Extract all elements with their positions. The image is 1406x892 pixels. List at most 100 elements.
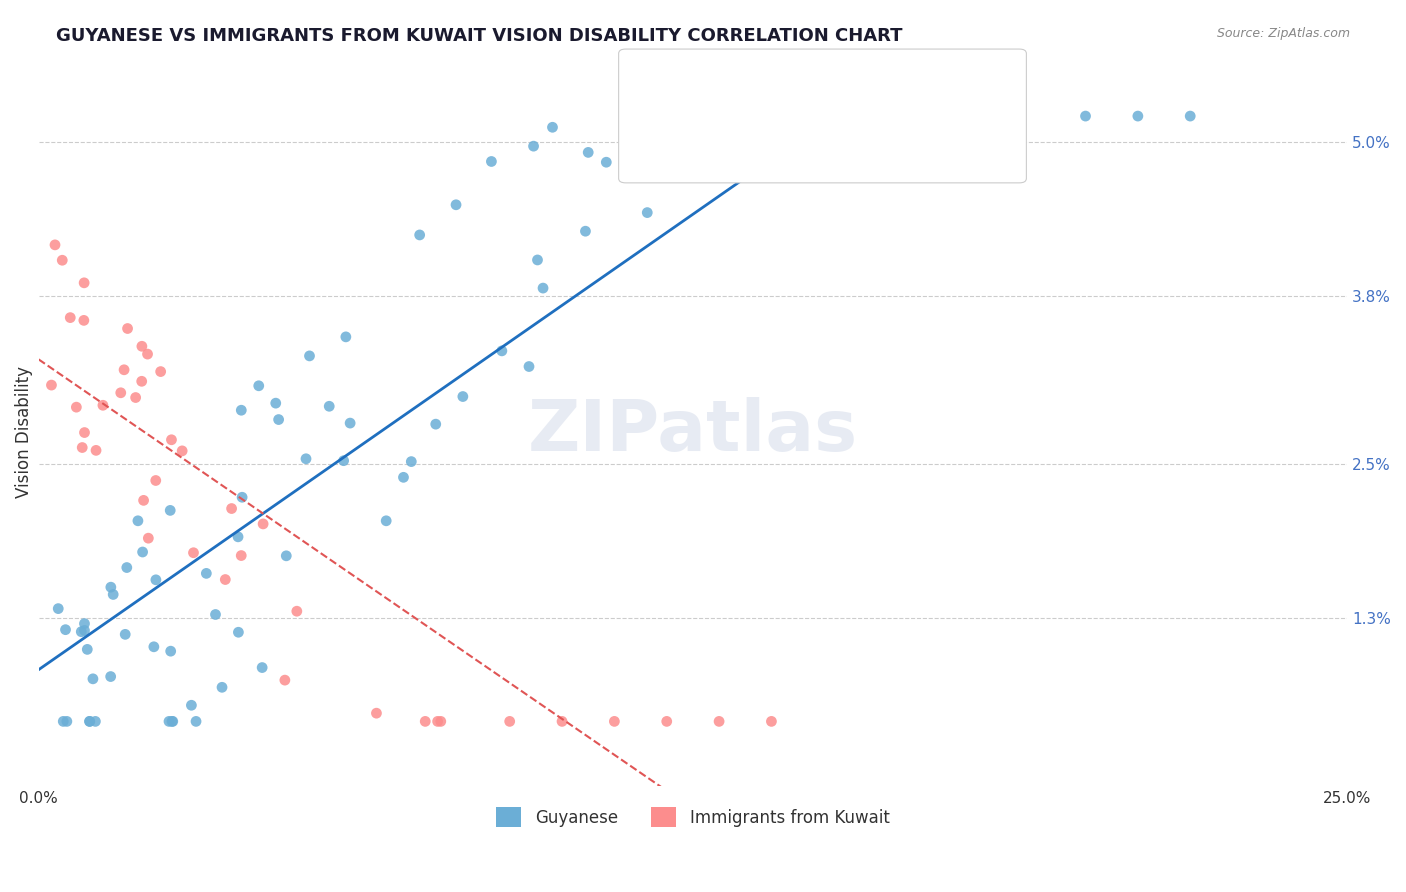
Point (1074, 109, 1097, 123)
Point (228, 625, 250, 640)
Point (51, 253, 73, 268)
Point (41, 378, 63, 392)
Point (162, 714, 184, 729)
Point (46, 601, 69, 615)
Point (73, 425, 96, 440)
Text: GUYANESE VS IMMIGRANTS FROM KUWAIT VISION DISABILITY CORRELATION CHART: GUYANESE VS IMMIGRANTS FROM KUWAIT VISIO… (56, 27, 903, 45)
Point (91, 398, 114, 412)
Point (100, 669, 122, 683)
Point (413, 714, 436, 729)
Point (52, 714, 75, 729)
Y-axis label: Vision Disability: Vision Disability (15, 366, 32, 498)
Point (184, 714, 207, 729)
Point (110, 385, 132, 400)
Point (84, 714, 107, 729)
Point (318, 399, 340, 413)
Point (576, 145, 599, 160)
Point (138, 531, 160, 545)
Point (603, 714, 626, 729)
Point (145, 474, 167, 488)
Point (865, 109, 887, 123)
Point (100, 580, 122, 594)
Point (401, 454, 423, 468)
Point (103, 587, 125, 601)
Point (662, 143, 685, 157)
Point (76, 642, 98, 657)
Point (786, 109, 808, 123)
Point (339, 416, 361, 430)
Point (214, 573, 236, 587)
Point (180, 698, 202, 713)
Point (430, 714, 453, 729)
Point (70, 441, 93, 455)
Text: Source: ZipAtlas.com: Source: ZipAtlas.com (1216, 27, 1350, 40)
Point (541, 120, 564, 135)
Point (79, 714, 101, 729)
Point (276, 549, 298, 563)
Point (82, 672, 104, 686)
Point (444, 198, 467, 212)
Point (522, 139, 544, 153)
Point (366, 706, 388, 721)
Point (408, 227, 430, 242)
Point (84, 443, 107, 458)
Point (73, 616, 96, 631)
Point (204, 607, 226, 622)
Point (860, 109, 883, 123)
Point (425, 417, 447, 432)
Point (159, 503, 181, 517)
Point (124, 391, 146, 405)
Legend: Guyanese, Immigrants from Kuwait: Guyanese, Immigrants from Kuwait (489, 800, 896, 834)
Point (517, 359, 540, 374)
Point (79, 714, 101, 729)
Point (183, 546, 205, 560)
Point (655, 714, 678, 729)
Point (761, 137, 783, 152)
Point (231, 549, 253, 563)
Point (451, 390, 474, 404)
Point (481, 154, 503, 169)
Point (295, 451, 318, 466)
Point (970, 109, 993, 123)
Point (131, 339, 153, 353)
Point (55, 623, 77, 637)
Point (115, 560, 138, 574)
Point (160, 714, 183, 729)
Point (721, 109, 744, 123)
Point (1180, 109, 1202, 123)
Point (526, 252, 548, 267)
Point (44, 238, 66, 252)
Point (195, 566, 218, 581)
Point (839, 109, 862, 123)
Point (426, 714, 449, 729)
Point (285, 604, 308, 618)
Point (595, 155, 617, 169)
Point (131, 374, 153, 388)
Point (221, 501, 243, 516)
Point (172, 443, 194, 458)
Point (247, 378, 270, 392)
Point (707, 109, 730, 123)
Point (803, 109, 825, 123)
Point (226, 530, 249, 544)
Point (335, 330, 357, 344)
Point (59, 310, 82, 325)
Point (375, 514, 398, 528)
Point (673, 109, 696, 123)
Point (117, 321, 139, 335)
Point (250, 660, 273, 674)
Point (127, 514, 149, 528)
Text: ZIPatlas: ZIPatlas (527, 397, 858, 467)
Point (136, 347, 159, 361)
Point (157, 714, 180, 729)
Point (211, 681, 233, 695)
Point (70, 624, 93, 639)
Point (574, 224, 596, 238)
Point (160, 433, 183, 447)
Point (298, 349, 321, 363)
Point (159, 644, 181, 658)
Point (145, 573, 167, 587)
Point (640, 109, 662, 123)
Point (73, 276, 96, 290)
Point (252, 516, 274, 531)
